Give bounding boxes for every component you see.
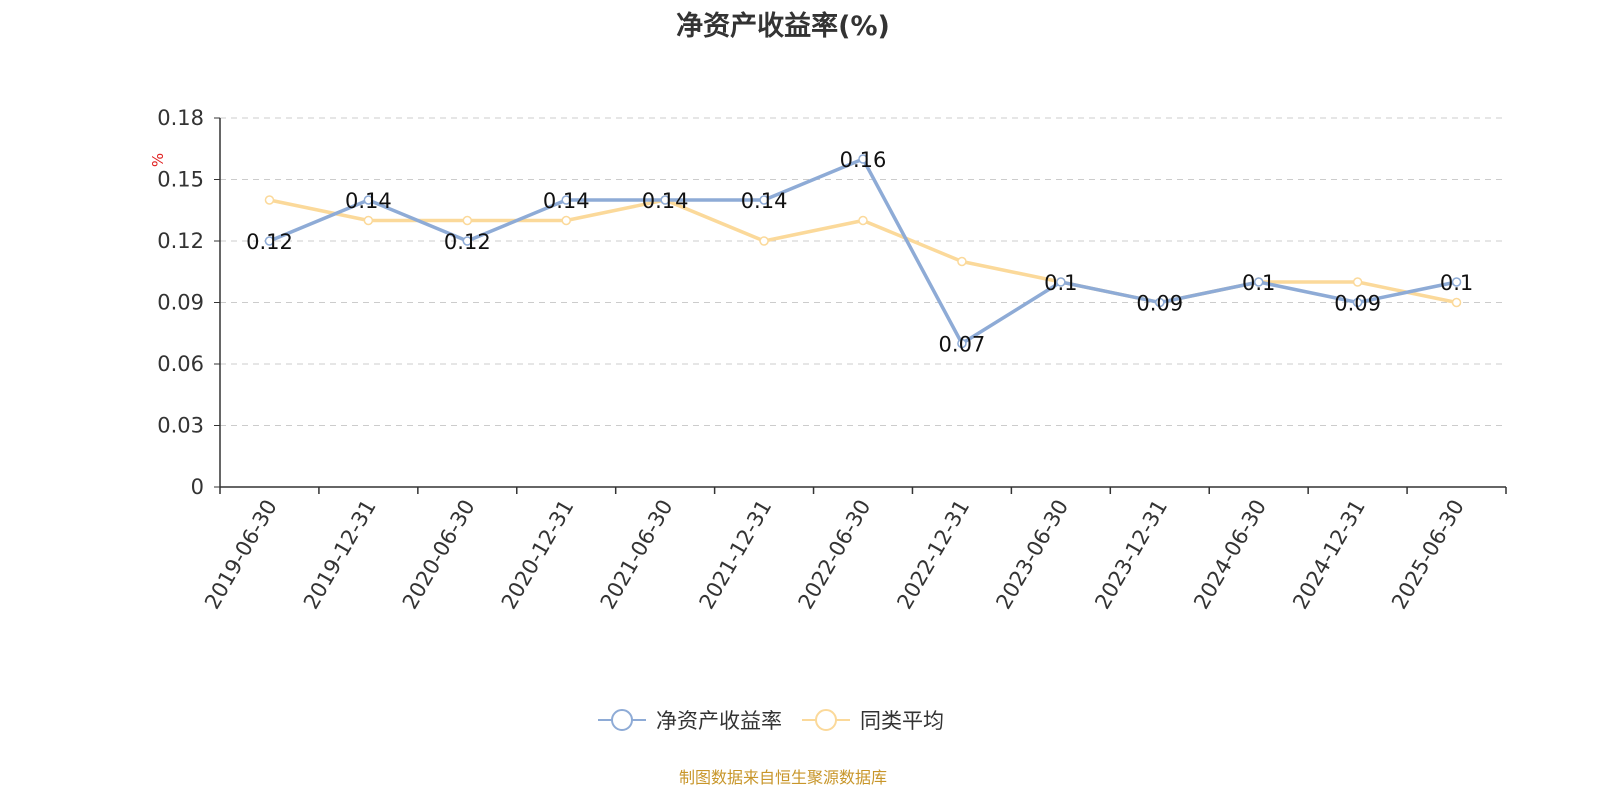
data-point-main [858,154,868,164]
data-label: 0.14 [543,189,590,213]
data-point-main [1155,297,1165,308]
chart-title: 净资产收益率(%) [676,11,890,42]
data-point-main [1056,277,1066,287]
data-point-main [1352,297,1363,308]
x-tick-label: 2024-06-30 [1189,496,1271,614]
axes: 0 0.03 0.06 0.09 0.12 0.15 0.18% 2019-06-30 2019… [149,106,1507,614]
grid-lines [220,117,1506,426]
data-point-avg [1451,297,1462,308]
legend-item-main[interactable]: 净资产收益率 [598,705,782,735]
y-axis-unit-label: % [149,153,167,167]
data-label: 0.14 [741,189,788,213]
data-point-avg [363,215,374,226]
data-point-main [561,195,571,205]
x-tick-label: 2021-06-30 [596,496,678,614]
series [264,154,1462,349]
data-label: 0.12 [444,230,491,254]
data-point-main [264,236,275,246]
data-label: 0.1 [1440,271,1473,295]
data-label: 0.09 [1136,292,1183,316]
legend-label-main: 净资产收益率 [656,709,782,733]
x-tick-label: 2022-06-30 [794,496,876,614]
data-label: 0.14 [642,189,689,213]
legend: 净资产收益率 同类平均 [598,703,964,737]
data-point-avg [858,215,868,226]
data-point-main [660,195,670,205]
x-tick-label: 2020-12-31 [497,496,579,614]
data-label: 0.12 [246,230,293,254]
data-point-avg [957,256,967,267]
y-tick-label: 0.03 [157,414,204,438]
x-tick-label: 2023-12-31 [1090,496,1172,614]
data-label: 0.16 [840,148,887,172]
data-point-avg [462,215,473,226]
data-label: 0.1 [1044,271,1077,295]
data-point-main [462,236,473,246]
data-point-avg [264,195,275,205]
x-tick-label: 2022-12-31 [892,496,974,614]
y-tick-label: 0.09 [157,291,204,315]
data-labels: 0.12 0.14 0.12 0.14 0.14 0.14 0.16 0.07 0.1 0.09 0… [246,148,1473,357]
x-tick-label: 2023-06-30 [991,496,1073,614]
data-label: 0.14 [345,189,392,213]
x-tick-label: 2019-06-30 [200,496,282,614]
y-tick-label: 0.06 [157,352,204,376]
y-tick-label: 0.12 [157,229,204,253]
x-tick-label: 2019-12-31 [299,496,381,614]
data-point-avg [759,236,769,246]
data-label: 0.09 [1334,292,1381,316]
data-point-main [1253,277,1264,287]
x-tick-label: 2021-12-31 [695,496,777,614]
source-note: 制图数据来自恒生聚源数据库 [678,768,887,787]
legend-swatch-avg [802,709,850,731]
legend-item-avg[interactable]: 同类平均 [802,705,944,735]
legend-swatch-main [598,709,646,731]
x-tick-label: 2020-06-30 [398,496,480,614]
data-point-main [957,338,967,349]
data-label: 0.1 [1242,271,1275,295]
y-tick-label: 0.18 [157,106,204,130]
data-point-main [1451,277,1462,287]
x-tick-label: 2024-12-31 [1288,496,1370,614]
data-point-main [759,195,769,205]
data-point-main [363,195,374,205]
data-point-avg [1352,277,1363,287]
data-point-avg [561,215,571,226]
y-tick-label: 0.15 [157,168,204,192]
data-label: 0.07 [939,333,986,357]
legend-label-avg: 同类平均 [860,709,944,733]
x-tick-label: 2025-06-30 [1387,496,1469,614]
y-tick-label: 0 [191,475,204,499]
